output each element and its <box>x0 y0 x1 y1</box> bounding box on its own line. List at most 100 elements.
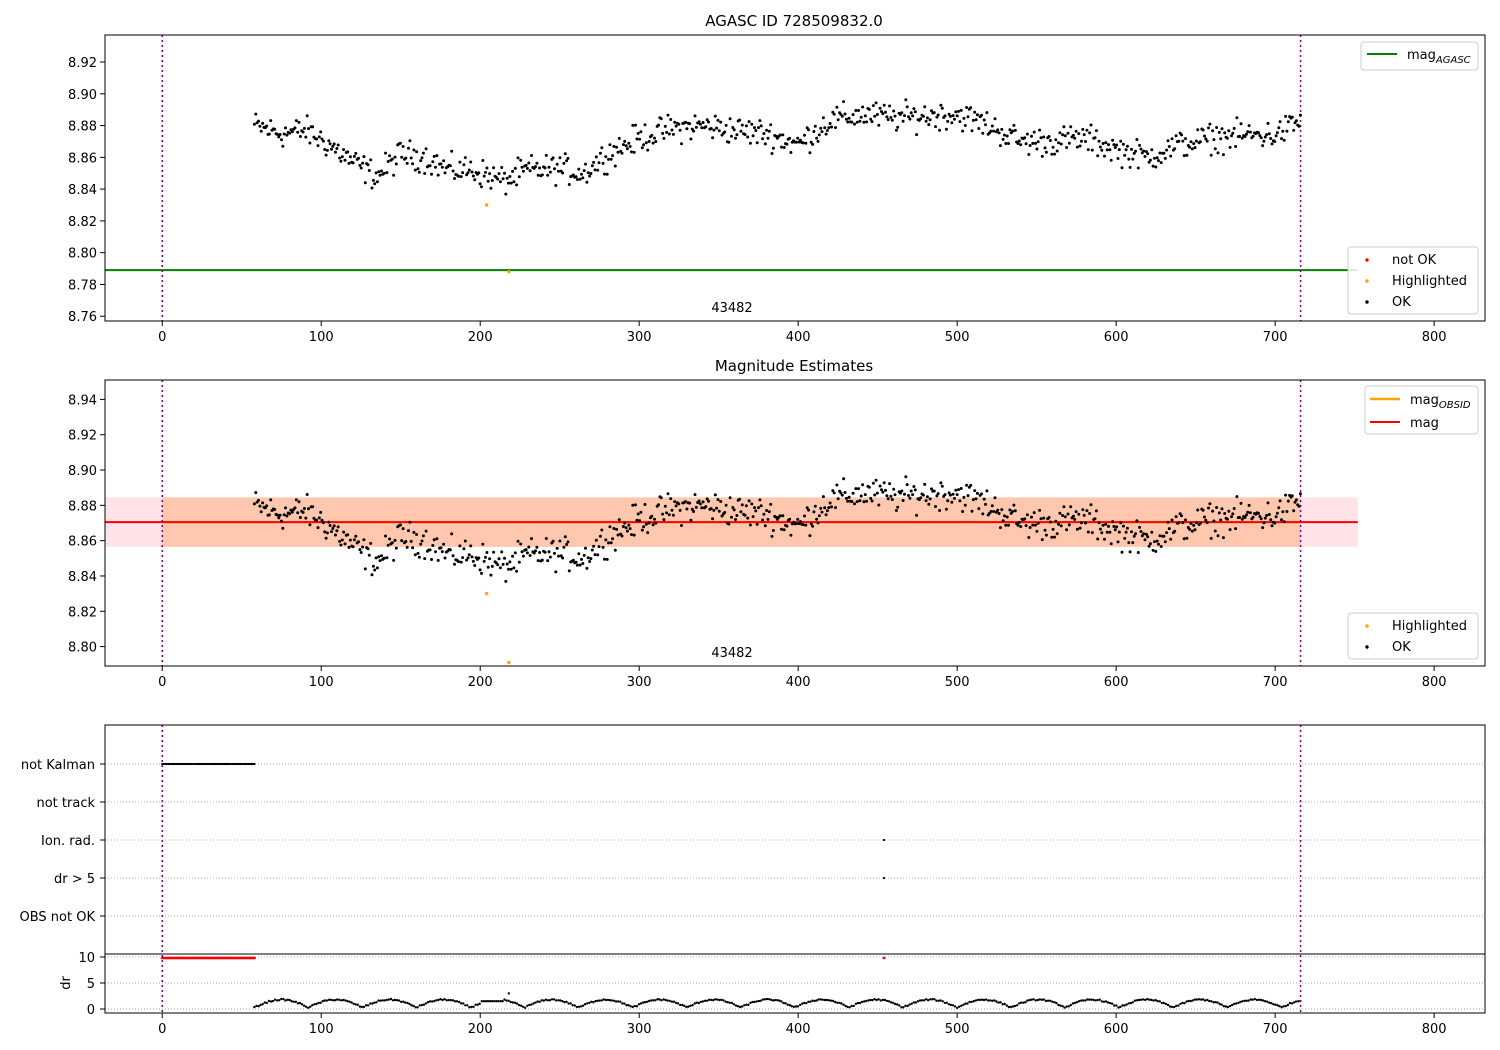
data-point-ok <box>1123 536 1127 540</box>
data-point-ok <box>759 504 763 508</box>
dr-point <box>309 1005 312 1008</box>
dr-point <box>931 998 934 1001</box>
data-point-ok <box>970 129 974 133</box>
data-point-ok <box>1177 139 1181 143</box>
dr-point <box>1168 1005 1172 1008</box>
data-point-ok <box>950 500 954 504</box>
data-point-ok <box>378 173 382 177</box>
data-point-ok <box>281 526 285 530</box>
dr-point <box>759 999 762 1002</box>
data-point-ok <box>778 133 782 137</box>
dr-point <box>1175 1004 1178 1008</box>
data-point-ok <box>761 518 765 522</box>
dr-point <box>474 1003 477 1006</box>
data-point-ok <box>832 112 836 116</box>
data-point-ok <box>636 131 640 135</box>
dr-point <box>602 998 605 1001</box>
data-point-ok <box>746 135 750 139</box>
data-point-ok <box>401 145 405 148</box>
dr-point <box>666 999 669 1002</box>
dr-point <box>933 998 936 1001</box>
data-point-ok <box>580 557 583 561</box>
data-point-ok <box>915 513 919 517</box>
data-point-ok <box>1090 148 1094 152</box>
data-point-ok <box>631 503 635 507</box>
data-point-ok <box>1270 142 1274 146</box>
data-point-ok <box>400 155 404 159</box>
data-point-ok <box>763 524 767 528</box>
data-point-ok <box>1032 511 1036 515</box>
dr-point <box>1007 1005 1010 1009</box>
data-point-ok <box>296 511 300 515</box>
data-point-ok <box>1205 139 1209 143</box>
data-point-ok <box>319 130 323 134</box>
data-point-ok <box>1098 527 1102 531</box>
data-point-ok <box>1030 134 1033 138</box>
data-point-ok <box>934 125 937 129</box>
data-point-ok <box>913 110 917 114</box>
dr-capped-point <box>253 956 256 960</box>
dr-point <box>995 1000 998 1003</box>
data-point-ok <box>497 557 501 561</box>
data-point-ok <box>298 135 302 138</box>
dr-point <box>846 1005 849 1009</box>
legend-not-ok-swatch <box>1365 258 1369 262</box>
dr-point <box>1191 999 1195 1002</box>
data-point-ok <box>1225 136 1229 140</box>
data-point-ok <box>670 128 674 132</box>
data-point-ok <box>955 493 959 497</box>
dr-point <box>914 1001 917 1004</box>
dr-point <box>499 1000 502 1003</box>
dr-point <box>1038 998 1042 1001</box>
data-point-ok <box>1097 139 1101 143</box>
data-point-ok <box>1053 152 1056 156</box>
legend-highlighted-swatch <box>1365 279 1369 283</box>
data-point-ok <box>857 487 860 491</box>
data-point-ok <box>1127 157 1131 161</box>
data-point-ok <box>932 111 936 115</box>
dr-point <box>1162 1001 1166 1005</box>
dr-point <box>757 999 760 1003</box>
data-point-ok <box>336 143 340 147</box>
data-point-ok <box>1169 537 1173 541</box>
dr-point <box>635 1005 638 1008</box>
data-point-ok <box>671 132 675 136</box>
y-tick-label: 8.80 <box>68 641 97 656</box>
data-point-ok <box>1265 513 1269 517</box>
data-point-ok <box>678 508 682 512</box>
data-point-ok <box>1238 515 1242 519</box>
dr-point <box>999 1001 1002 1004</box>
data-point-ok <box>970 509 974 513</box>
data-point-ok <box>989 129 993 133</box>
data-point-ok <box>317 516 321 520</box>
data-point-ok <box>458 544 462 548</box>
dr-point <box>705 999 709 1002</box>
data-point-ok <box>813 504 817 508</box>
dr-point <box>887 1000 891 1003</box>
data-point-ok <box>281 144 285 148</box>
data-point-ok <box>571 173 575 177</box>
data-point-ok <box>567 569 571 573</box>
y-tick-label: 8.82 <box>68 215 97 230</box>
dr-point <box>792 1005 796 1008</box>
dr-point <box>641 1001 645 1004</box>
data-point-ok <box>258 124 262 128</box>
data-point-ok <box>635 137 639 141</box>
data-point-ok <box>462 163 466 167</box>
data-point-ok <box>704 125 708 129</box>
dr-point <box>1032 998 1035 1001</box>
data-point-ok <box>738 118 742 122</box>
data-point-ok <box>461 556 465 560</box>
y-tick-label: 8.86 <box>68 151 97 166</box>
dr-point <box>278 999 281 1002</box>
x-tick-label: 500 <box>945 330 970 345</box>
data-point-ok <box>1008 128 1012 132</box>
data-point-ok <box>1209 536 1213 540</box>
data-point-ok <box>713 114 717 118</box>
data-point-ok <box>1151 548 1155 552</box>
data-point-ok <box>628 145 632 148</box>
data-point-ok <box>404 156 408 160</box>
data-point-ok <box>840 114 844 118</box>
x-tick-label: 600 <box>1104 675 1129 690</box>
